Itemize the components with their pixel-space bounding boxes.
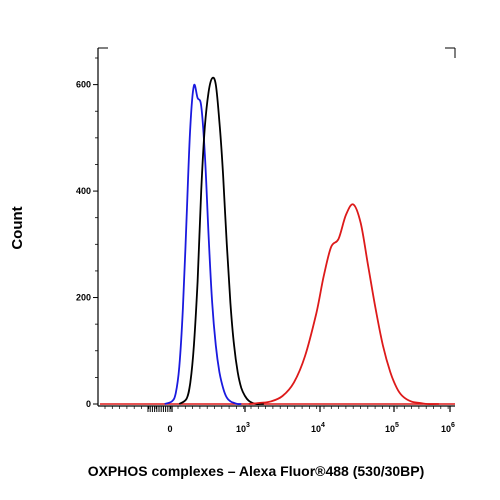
x-tick-label: 104 <box>311 422 325 434</box>
histogram-series-3 <box>248 203 439 405</box>
plot-frame <box>97 47 456 407</box>
y-tick-label: 400 <box>76 186 91 196</box>
x-tick-label: 106 <box>441 422 455 434</box>
y-axis-label: Count <box>9 206 26 249</box>
x-tick-label: 105 <box>385 422 399 434</box>
x-axis: 0 103 104 105 106 <box>104 406 455 434</box>
x-tick-exponent: 4 <box>321 422 325 429</box>
x-tick-exponent: 5 <box>395 422 399 429</box>
y-axis: 0 200 400 600 <box>76 57 98 409</box>
x-tick-label: 0 <box>167 424 172 434</box>
x-tick-exponent: 3 <box>246 422 250 429</box>
y-tick-label: 200 <box>76 293 91 303</box>
x-tick-label: 103 <box>236 422 250 434</box>
x-tick-exponent: 6 <box>451 422 455 429</box>
y-tick-label: 0 <box>86 399 91 409</box>
histogram-series-1 <box>164 83 242 405</box>
y-tick-label: 600 <box>76 80 91 90</box>
x-axis-label: OXPHOS complexes – Alexa Fluor®488 (530/… <box>88 463 425 479</box>
histogram-series-2 <box>178 76 264 405</box>
series-layer <box>100 76 455 405</box>
